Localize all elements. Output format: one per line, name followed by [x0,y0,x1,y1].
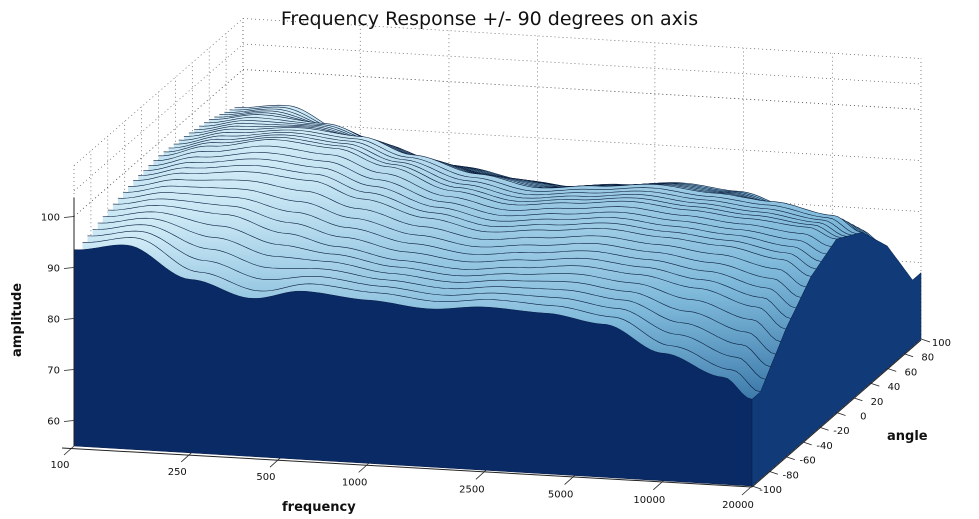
y-tick-label: 100 [932,338,951,349]
x-axis-label: frequency [282,500,356,515]
x-axis-line [61,447,753,488]
grid-line [73,69,922,217]
y-tick-label: 80 [921,353,934,364]
z-tick-label: 70 [47,366,60,377]
surface-contour [87,230,766,380]
y-tick-label: 60 [904,367,917,378]
y-tick-mark [853,397,863,402]
x-tick-label: 100 [50,460,69,471]
grid-line [73,18,922,166]
x-tick-label: 10000 [633,495,665,506]
x-tick-mark [180,452,192,463]
y-tick-label: -80 [783,470,799,481]
surface-contour [102,211,781,342]
y-axis-label: angle [887,429,928,444]
z-tick-mark [63,267,75,269]
surface-contour [138,165,817,270]
chart-title: Frequency Response +/- 90 degrees on axi… [280,8,699,30]
surface-contour [107,204,786,330]
x-tick-mark [269,457,281,468]
z-tick-mark [63,420,75,422]
z-axis-label: amplitude [10,283,25,357]
y-tick-mark [819,426,829,431]
x-tick-label: 2500 [459,484,484,495]
surface-contour [173,132,852,236]
y-tick-label: 0 [860,412,866,423]
surface-layer [73,104,922,487]
y-tick-label: 40 [888,382,901,393]
surface-contour [168,134,847,237]
x-tick-label: 20000 [722,500,754,511]
grid-line [73,120,922,268]
z-tick-label: 90 [47,264,60,275]
y-tick-label: -100 [759,485,782,496]
y-tick-mark [785,456,795,460]
surface-contour [158,139,837,240]
grid-line [73,43,922,192]
surface-contour [92,224,771,368]
y-tick-label: -20 [833,426,849,437]
x-tick-mark [741,485,753,496]
x-tick-label: 500 [256,472,275,483]
z-tick-label: 80 [47,315,60,326]
z-tick-mark [63,216,75,218]
y-tick-label: 20 [871,397,884,408]
x-tick-label: 250 [168,467,187,478]
y-tick-mark [768,470,779,475]
z-tick-mark [63,369,75,371]
y-tick-label: -60 [799,456,815,467]
surface-contour [122,185,802,298]
x-tick-mark [475,470,487,480]
surface-contour [112,198,791,319]
x-tick-mark [653,480,664,491]
surface-contour [143,158,822,262]
y-tick-mark [802,441,812,446]
x-tick-mark [358,463,369,473]
y-tick-mark [887,368,897,372]
y-tick-mark [870,382,880,387]
surface-contour [148,152,827,255]
surface-contour [82,237,761,393]
y-axis-line [751,339,922,488]
surface-contour [178,129,857,234]
y-tick-mark [836,412,846,416]
z-tick-label: 60 [47,417,60,428]
z-tick-mark [63,318,75,320]
surface-contour [117,192,796,309]
surface-contour [97,217,776,355]
surface-contour [153,145,832,247]
side-face [751,232,922,487]
y-tick-mark [920,338,931,343]
z-tick-label: 100 [41,213,60,224]
surface-contour [133,171,812,277]
surface-contour [128,179,807,288]
x-tick-label: 1000 [342,477,367,488]
x-tick-label: 5000 [548,490,573,501]
y-tick-mark [751,485,762,490]
y-tick-label: -40 [816,441,832,452]
y-tick-mark [903,353,914,358]
surface-contour [163,136,842,238]
x-tick-mark [564,475,575,485]
front-face [73,244,753,487]
x-tick-mark [63,445,75,456]
surface-contour [183,127,862,233]
axis-layer: frequency angle amplitude [10,198,928,515]
